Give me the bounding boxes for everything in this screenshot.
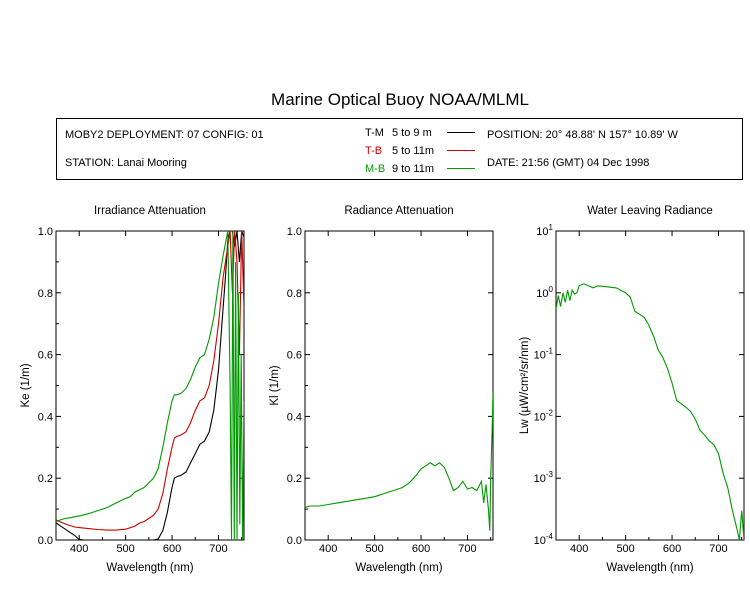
chart-1: 400 500 600 700 0.0 0.2 0.4 0.6 0.8 1.0 Wavelength… [20,226,245,574]
y-tick-label: 0.6 [287,350,302,362]
y-tick-label: 0.2 [38,473,53,485]
y-tick-label: 1.0 [38,226,53,238]
plot-title-irradiance: Irradiance Attenuation [94,205,206,217]
y-tick-exponent: 1 [549,223,554,232]
x-tick-label: 600 [163,543,181,555]
y-tick-label: 101 [536,223,553,238]
deployment-info-box: MOBY2 DEPLOYMENT: 07 CONFIG: 01 STATION:… [56,118,743,180]
x-axis-label: Wavelength (nm) [606,562,693,574]
legend-depth-tb: 5 to 11m [392,145,434,157]
y-tick-label: 0.2 [287,473,302,485]
x-tick-label: 700 [458,543,476,555]
series-line [305,391,493,531]
y-axis-label: Ke (1/m) [20,363,32,407]
y-tick-label: 0.0 [38,535,53,547]
page-title: Marine Optical Buoy NOAA/MLML [271,90,529,109]
y-tick-exponent: -4 [546,532,554,541]
plot-title-water-leaving: Water Leaving Radiance [587,205,713,217]
x-tick-label: 400 [319,543,337,555]
x-tick-label: 700 [709,543,727,555]
y-tick-label: 0.4 [38,411,53,423]
y-tick-label: 0.6 [38,350,53,362]
y-axis-label: Lw (µW/cm²/sr/nm) [519,337,531,435]
x-axis-label: Wavelength (nm) [355,562,442,574]
legend-line-tm [447,132,475,133]
plot-frame [304,230,494,541]
date-text: DATE: 21:56 (GMT) 04 Dec 1998 [487,157,650,169]
y-tick-label: 1.0 [287,226,302,238]
station-text: STATION: Lanai Mooring [65,157,187,169]
chart-2: 400 500 600 700 0.0 0.2 0.4 0.6 0.8 1.0 Wavelength… [269,226,494,574]
series-line-t-b [56,231,244,531]
legend-code-mb: M-B [365,163,386,175]
x-tick-label: 400 [70,543,88,555]
legend-line-mb [447,168,475,169]
y-tick-label: 10-3 [534,470,554,485]
chart-3: 400 500 600 70010110010-110-210-310-4Wavele… [519,223,745,574]
legend-code-tb: T-B [365,145,383,157]
y-tick-exponent: -3 [546,470,554,479]
plot-frame [55,230,245,541]
x-tick-label: 500 [365,543,383,555]
x-tick-label: 400 [570,543,588,555]
y-tick-exponent: -1 [546,347,554,356]
y-tick-label: 10-4 [534,532,554,547]
deployment-text: MOBY2 DEPLOYMENT: 07 CONFIG: 01 [65,129,264,141]
x-tick-label: 700 [209,543,227,555]
series-line-m-b [56,231,244,540]
position-text: POSITION: 20° 48.88' N 157° 10.89' W [487,129,678,141]
y-tick-label: 0.8 [287,288,302,300]
x-tick-label: 600 [412,543,430,555]
y-tick-label: 10-2 [534,408,554,423]
y-tick-exponent: 0 [549,285,554,294]
y-tick-label: 0.8 [38,288,53,300]
series-line [556,283,744,540]
series-line-t-m [56,231,244,540]
legend-depth-mb: 9 to 11m [392,163,434,175]
y-tick-label: 0.0 [287,535,302,547]
y-tick-exponent: -2 [546,408,554,417]
x-tick-label: 600 [663,543,681,555]
y-axis-label: Kl (1/m) [269,365,281,405]
x-tick-label: 500 [116,543,134,555]
x-axis-label: Wavelength (nm) [106,562,193,574]
plot-title-radiance: Radiance Attenuation [344,205,454,217]
legend-line-tb [447,150,475,151]
plot-frame [555,230,745,541]
y-tick-label: 100 [536,285,553,300]
y-tick-label: 10-1 [534,347,554,362]
y-tick-label: 0.4 [287,411,302,423]
legend-depth-tm: 5 to 9 m [392,127,432,139]
x-tick-label: 500 [616,543,634,555]
legend-code-tm: T-M [365,127,384,139]
